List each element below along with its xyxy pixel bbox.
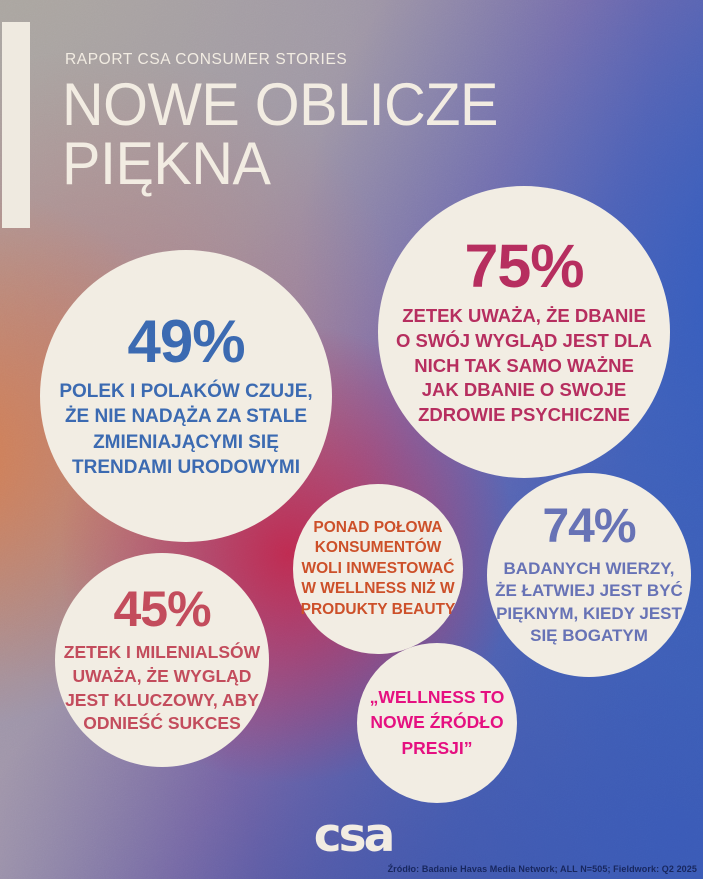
source-note: Źródło: Badanie Havas Media Network; ALL… [387, 864, 697, 874]
stat-bubble-49: 49% POLEK I POLAKÓW CZUJE, ŻE NIE NADĄŻA… [40, 250, 332, 542]
stat-bubble-74: 74% BADANYCH WIERZY, ŻE ŁATWIEJ JEST BYĆ… [487, 473, 691, 677]
stat-text-45: ZETEK I MILENIALSÓW UWAŻA, ŻE WYGLĄD JES… [63, 642, 261, 734]
page-title: NOWE OBLICZE PIĘKNA [62, 71, 498, 197]
stat-text-wellness-invest: PONAD POŁOWA KONSUMENTÓW WOLI INWESTOWAĆ… [300, 518, 456, 618]
stat-bubble-45: 45% ZETEK I MILENIALSÓW UWAŻA, ŻE WYGLĄD… [55, 553, 269, 767]
csa-logo: csa [313, 808, 396, 863]
decorative-side-bar [2, 22, 30, 228]
stat-value-49: 49% [127, 308, 245, 376]
stat-text-49: POLEK I POLAKÓW CZUJE, ŻE NIE NADĄŻA ZA … [59, 381, 313, 478]
stat-bubble-75: 75% ZETEK UWAŻA, ŻE DBANIE O SWÓJ WYGLĄD… [378, 186, 670, 478]
stat-text-74: BADANYCH WIERZY, ŻE ŁATWIEJ JEST BYĆ PIĘ… [495, 558, 683, 645]
quote-text-wellness-pressure: „WELLNESS TO NOWE ŹRÓDŁO PRESJI” [369, 686, 505, 758]
stat-value-74: 74% [542, 499, 636, 553]
stat-value-45: 45% [113, 581, 211, 638]
quote-bubble-wellness-pressure: „WELLNESS TO NOWE ŹRÓDŁO PRESJI” [357, 643, 517, 803]
report-eyebrow: RAPORT CSA CONSUMER STORIES [65, 51, 348, 68]
stat-value-75: 75% [464, 231, 584, 300]
stat-bubble-wellness-invest: PONAD POŁOWA KONSUMENTÓW WOLI INWESTOWAĆ… [293, 484, 463, 654]
stat-text-75: ZETEK UWAŻA, ŻE DBANIE O SWÓJ WYGLĄD JES… [396, 304, 652, 426]
